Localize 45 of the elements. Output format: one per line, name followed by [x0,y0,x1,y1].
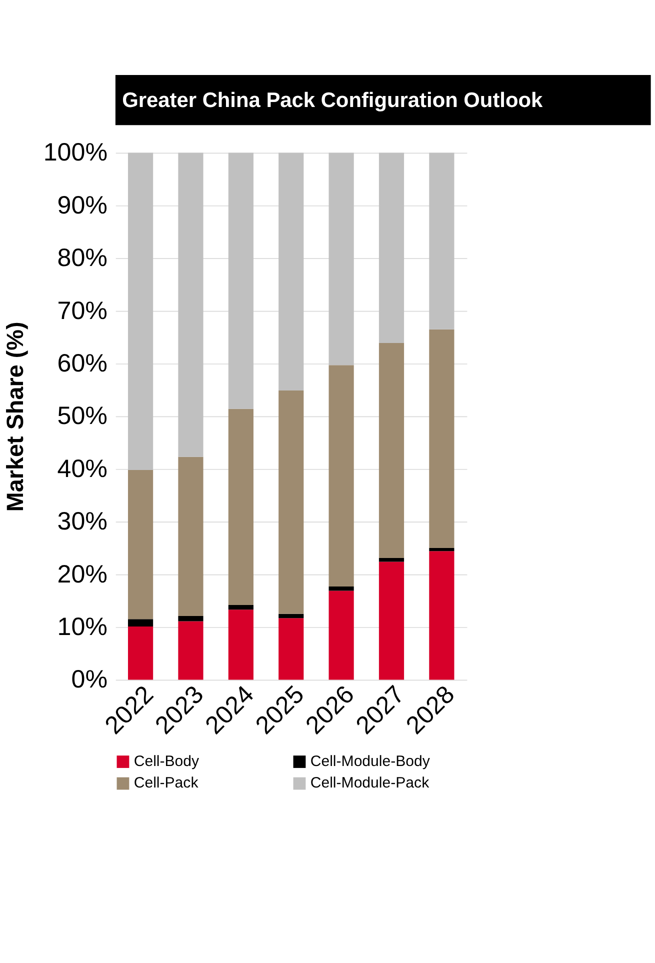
bar [378,343,404,558]
bar [429,329,454,548]
bar [378,562,404,680]
bar [178,616,204,622]
y-tick-label: 70% [57,296,108,325]
bar [178,621,204,680]
legend-label: Cell-Module-Body [310,752,430,770]
y-tick-label: 50% [57,402,108,430]
bar [278,152,304,390]
bar [429,551,454,680]
bar [378,558,404,562]
bar [128,152,154,470]
bar [328,365,354,586]
bar [128,626,154,680]
bar [228,408,254,605]
bar [278,618,304,680]
y-tick-label: 40% [57,454,108,483]
bar [178,456,204,616]
bar [429,548,454,552]
chart-title: Greater China Pack Configuration Outlook [122,88,544,112]
y-tick-label: 80% [57,244,108,272]
bar [178,152,204,457]
y-tick-label: 100% [43,138,108,167]
legend-label: Cell-Body [134,752,200,770]
bar [128,470,154,620]
bar [228,152,254,409]
y-tick-label: 20% [57,560,108,588]
legend-label: Cell-Module-Pack [310,774,430,792]
y-axis-title: Market Share (%) [2,322,28,512]
bar [328,590,354,680]
bar [328,152,354,366]
bar [228,604,254,610]
y-tick-label: 30% [57,508,108,536]
legend-label: Cell-Pack [134,774,199,792]
bar [228,610,254,680]
y-tick-label: 90% [57,191,108,220]
y-tick-label: 60% [57,350,108,378]
y-tick-label: 10% [57,613,108,642]
y-tick-label: 0% [71,666,108,694]
bar [278,390,304,614]
bar [429,152,454,330]
bar [278,614,304,618]
bar [328,586,354,591]
bar [378,152,404,344]
bar [128,619,154,627]
